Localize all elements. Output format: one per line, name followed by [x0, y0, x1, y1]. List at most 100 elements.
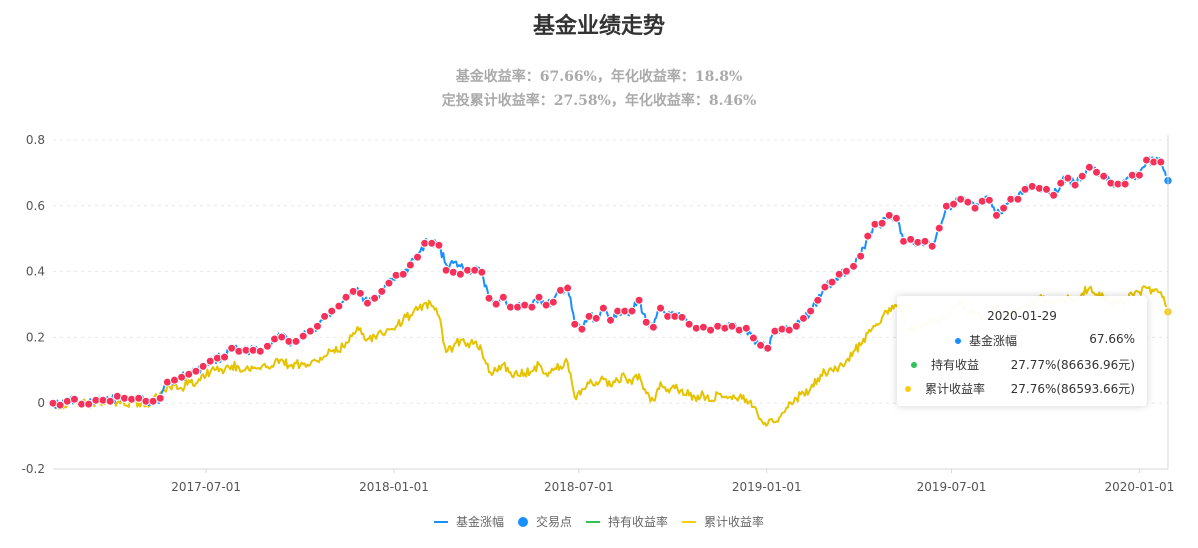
- trade-point[interactable]: [820, 282, 830, 292]
- trade-point[interactable]: [334, 301, 344, 311]
- trade-point[interactable]: [1084, 162, 1094, 172]
- trade-point[interactable]: [648, 322, 658, 332]
- trade-point[interactable]: [763, 343, 773, 353]
- trade-point[interactable]: [1120, 179, 1130, 189]
- trade-point[interactable]: [255, 346, 265, 356]
- trade-point[interactable]: [891, 213, 901, 223]
- legend: 基金涨幅 交易点 持有收益率 累计收益率: [0, 513, 1198, 530]
- trade-point[interactable]: [1056, 178, 1066, 188]
- trade-point[interactable]: [727, 321, 737, 331]
- line-swatch-icon: [586, 520, 600, 523]
- trade-point[interactable]: [641, 317, 651, 327]
- trade-point[interactable]: [570, 319, 580, 329]
- trade-point[interactable]: [370, 293, 380, 303]
- trade-point[interactable]: [455, 269, 465, 279]
- trade-point[interactable]: [434, 240, 444, 250]
- trade-point[interactable]: [856, 251, 866, 261]
- trade-point[interactable]: [1092, 167, 1102, 177]
- trade-point[interactable]: [677, 312, 687, 322]
- trade-point[interactable]: [813, 295, 823, 305]
- trade-point[interactable]: [298, 331, 308, 341]
- trade-point[interactable]: [155, 393, 165, 403]
- legend-item-fund[interactable]: 基金涨幅: [433, 513, 504, 530]
- trade-point[interactable]: [877, 218, 887, 228]
- legend-label: 持有收益率: [608, 515, 669, 529]
- trade-point[interactable]: [827, 277, 837, 287]
- legend-item-trade[interactable]: 交易点: [517, 513, 572, 530]
- trade-point[interactable]: [963, 197, 973, 207]
- trade-point[interactable]: [784, 325, 794, 335]
- trade-point[interactable]: [1041, 184, 1051, 194]
- trade-point[interactable]: [377, 286, 387, 296]
- trade-point[interactable]: [934, 223, 944, 233]
- legend-item-cumulative[interactable]: 累计收益率: [682, 513, 764, 530]
- trade-point[interactable]: [484, 293, 494, 303]
- trade-point[interactable]: [534, 292, 544, 302]
- trade-point[interactable]: [362, 298, 372, 308]
- trade-point[interactable]: [598, 303, 608, 313]
- trade-point[interactable]: [277, 332, 287, 342]
- trade-point[interactable]: [999, 203, 1009, 213]
- trade-point[interactable]: [1049, 190, 1059, 200]
- trade-point[interactable]: [320, 311, 330, 321]
- trade-point[interactable]: [341, 292, 351, 302]
- trade-point[interactable]: [1070, 180, 1080, 190]
- trade-point[interactable]: [491, 299, 501, 309]
- trade-point[interactable]: [527, 302, 537, 312]
- trade-point[interactable]: [305, 326, 315, 336]
- trade-point[interactable]: [741, 323, 751, 333]
- trade-point[interactable]: [413, 252, 423, 262]
- trade-point[interactable]: [798, 313, 808, 323]
- trade-point[interactable]: [69, 394, 79, 404]
- trade-point[interactable]: [398, 269, 408, 279]
- trade-points-layer: [48, 155, 1174, 410]
- trade-point[interactable]: [1063, 173, 1073, 183]
- trade-point[interactable]: [105, 396, 115, 406]
- trade-point[interactable]: [577, 324, 587, 334]
- trade-point[interactable]: [198, 361, 208, 371]
- trade-point[interactable]: [927, 241, 937, 251]
- trade-point[interactable]: [684, 319, 694, 329]
- trade-point[interactable]: [1013, 194, 1023, 204]
- trade-point[interactable]: [920, 236, 930, 246]
- trade-point[interactable]: [627, 306, 637, 316]
- tooltip: 2020-01-29 基金涨幅 67.66% 持有收益 27.77%(86636…: [897, 296, 1147, 406]
- trade-point[interactable]: [84, 399, 94, 409]
- trade-point[interactable]: [220, 352, 230, 362]
- trade-point[interactable]: [591, 313, 601, 323]
- trade-point[interactable]: [191, 366, 201, 376]
- trade-point[interactable]: [355, 288, 365, 298]
- trade-point[interactable]: [327, 306, 337, 316]
- trade-point[interactable]: [656, 303, 666, 313]
- trade-point[interactable]: [548, 297, 558, 307]
- trade-point[interactable]: [841, 266, 851, 276]
- trade-point[interactable]: [262, 341, 272, 351]
- trade-point[interactable]: [806, 306, 816, 316]
- trade-point[interactable]: [606, 315, 615, 325]
- legend-item-holding[interactable]: 持有收益率: [586, 513, 668, 530]
- trade-point[interactable]: [949, 199, 959, 209]
- trade-point[interactable]: [1099, 171, 1109, 181]
- trade-point[interactable]: [405, 260, 415, 270]
- trade-point[interactable]: [634, 295, 644, 305]
- x-axis: 2017-07-01 2018-01-01 2018-07-01 2019-01-01…: [171, 469, 1174, 494]
- trade-point[interactable]: [706, 325, 716, 335]
- trade-point[interactable]: [1077, 171, 1087, 181]
- trade-point[interactable]: [291, 336, 301, 346]
- trade-point[interactable]: [384, 278, 394, 288]
- trade-point[interactable]: [970, 203, 980, 213]
- trade-point[interactable]: [312, 321, 322, 331]
- trade-point[interactable]: [748, 333, 758, 343]
- trade-point[interactable]: [863, 231, 873, 241]
- trade-point[interactable]: [498, 292, 508, 302]
- trade-point[interactable]: [991, 210, 1001, 220]
- trade-point[interactable]: [563, 283, 573, 293]
- trade-point[interactable]: [849, 261, 859, 271]
- trade-point[interactable]: [477, 267, 487, 277]
- trade-point[interactable]: [1134, 170, 1144, 180]
- trade-point[interactable]: [984, 195, 994, 205]
- trade-point[interactable]: [791, 321, 801, 331]
- trade-point[interactable]: [1156, 157, 1166, 167]
- trade-point[interactable]: [55, 400, 65, 410]
